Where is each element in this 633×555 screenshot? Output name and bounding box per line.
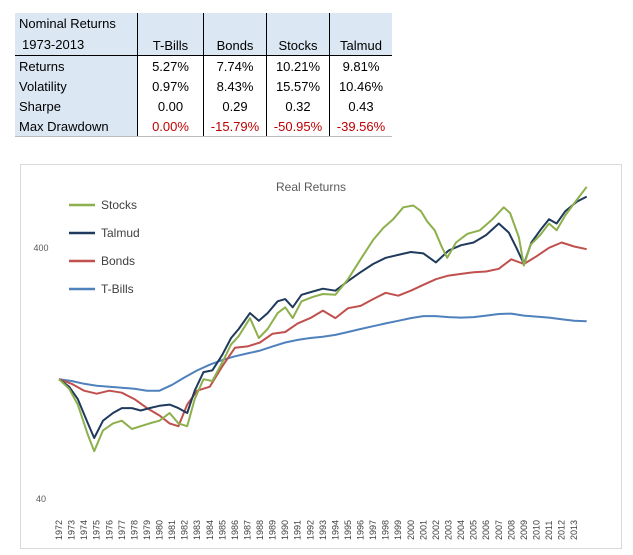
- series-line-bonds: [58, 241, 587, 428]
- cell-value-negative: 0.00%: [137, 116, 204, 137]
- legend-label-t-bills: T-Bills: [101, 282, 134, 296]
- table-corner-line1: Nominal Returns: [19, 16, 116, 31]
- x-tick-label: 2009: [519, 520, 529, 540]
- legend-label-stocks: Stocks: [101, 198, 137, 212]
- x-tick-label: 1995: [343, 520, 353, 540]
- x-tick-label: 1986: [230, 520, 240, 540]
- table-row: Max Drawdown 0.00% -15.79% -50.95% -39.5…: [15, 116, 392, 137]
- cell-value: 5.27%: [137, 55, 204, 76]
- x-tick-label: 1984: [205, 520, 215, 540]
- x-tick-label: 2010: [531, 520, 541, 540]
- column-header-stocks: Stocks: [266, 13, 330, 56]
- x-tick-label: 2002: [431, 520, 441, 540]
- cell-value: 0.29: [203, 96, 267, 116]
- row-label-sharpe: Sharpe: [15, 96, 138, 116]
- cell-value: 0.32: [266, 96, 330, 116]
- x-tick-label: 2012: [557, 520, 567, 540]
- x-tick-label: 2011: [544, 521, 554, 540]
- series-line-t-bills: [58, 312, 587, 392]
- x-tick-label: 1978: [129, 520, 139, 540]
- cell-value: 10.21%: [266, 55, 330, 76]
- x-tick-label: 1985: [217, 520, 227, 540]
- x-tick-label: 1988: [255, 520, 265, 540]
- x-tick-label: 2001: [418, 520, 428, 540]
- column-header-bonds: Bonds: [203, 13, 267, 56]
- cell-value-negative: -15.79%: [203, 116, 267, 137]
- cell-value: 7.74%: [203, 55, 267, 76]
- series-line-stocks: [58, 186, 588, 453]
- x-tick-label: 1972: [54, 520, 64, 540]
- x-tick-label: 2008: [506, 520, 516, 540]
- series-line-talmud: [58, 195, 588, 439]
- y-axis-ticks: 40 400: [33, 243, 48, 504]
- x-tick-label: 2007: [494, 520, 504, 540]
- x-tick-label: 1991: [293, 520, 303, 540]
- cell-value-negative: -39.56%: [329, 116, 392, 137]
- x-tick-label: 1977: [117, 520, 127, 540]
- table-corner-line2: 1973-2013: [22, 37, 85, 52]
- table-row: Volatility 0.97% 8.43% 15.57% 10.46%: [15, 76, 392, 96]
- x-tick-label: 2003: [444, 520, 454, 540]
- legend-label-talmud: Talmud: [101, 226, 140, 240]
- table-row: Returns 5.27% 7.74% 10.21% 9.81%: [15, 55, 392, 76]
- cell-value: 0.97%: [137, 76, 204, 96]
- chart-title: Real Returns: [276, 180, 346, 194]
- row-label-max-drawdown: Max Drawdown: [15, 116, 138, 137]
- cell-value: 0.43: [329, 96, 392, 116]
- x-tick-label: 1998: [381, 520, 391, 540]
- x-tick-label: 1983: [192, 520, 202, 540]
- x-tick-label: 1981: [167, 520, 177, 540]
- cell-value: 0.00: [137, 96, 204, 116]
- x-tick-label: 1976: [104, 520, 114, 540]
- cell-value: 8.43%: [203, 76, 267, 96]
- x-tick-label: 1997: [368, 520, 378, 540]
- stats-table: Nominal Returns 1973-2013 T-Bills Bonds …: [15, 13, 392, 137]
- column-header-talmud: Talmud: [329, 13, 392, 56]
- x-tick-label: 1993: [318, 520, 328, 540]
- chart-legend: Stocks Talmud Bonds T-Bills: [69, 198, 140, 296]
- x-tick-label: 1990: [280, 520, 290, 540]
- series-lines: [58, 186, 588, 453]
- x-tick-label: 2005: [469, 520, 479, 540]
- table-corner-header: Nominal Returns 1973-2013: [15, 13, 138, 56]
- x-tick-label: 1999: [393, 520, 403, 540]
- cell-value: 9.81%: [329, 55, 392, 76]
- x-tick-label: 1980: [155, 520, 165, 540]
- y-tick-label: 40: [36, 494, 46, 504]
- x-tick-label: 1982: [180, 520, 190, 540]
- chart-container: Real Returns Stocks Talmud Bonds T-Bills 40…: [20, 164, 622, 549]
- x-tick-label: 1975: [92, 520, 102, 540]
- legend-label-bonds: Bonds: [101, 254, 135, 268]
- x-tick-label: 2006: [481, 520, 491, 540]
- y-tick-label: 400: [33, 243, 48, 253]
- x-tick-label: 1994: [330, 520, 340, 540]
- table-row: Sharpe 0.00 0.29 0.32 0.43: [15, 96, 392, 116]
- x-axis-ticks: 1972 1973 1974 1975 1976 1977 1978 1979 1980 1981…: [54, 520, 579, 540]
- cell-value-negative: -50.95%: [266, 116, 330, 137]
- x-tick-label: 1996: [356, 520, 366, 540]
- x-tick-label: 1992: [305, 520, 315, 540]
- x-tick-label: 1989: [268, 520, 278, 540]
- column-header-tbills: T-Bills: [137, 13, 204, 56]
- cell-value: 10.46%: [329, 76, 392, 96]
- x-tick-label: 1973: [67, 520, 77, 540]
- row-label-returns: Returns: [15, 55, 138, 76]
- real-returns-chart: Real Returns Stocks Talmud Bonds T-Bills 40…: [33, 180, 588, 540]
- x-tick-label: 1979: [142, 520, 152, 540]
- row-label-volatility: Volatility: [15, 76, 138, 96]
- cell-value: 15.57%: [266, 76, 330, 96]
- x-tick-label: 2000: [406, 520, 416, 540]
- x-tick-label: 2013: [569, 520, 579, 540]
- x-tick-label: 1987: [242, 520, 252, 540]
- x-tick-label: 1974: [79, 520, 89, 540]
- x-tick-label: 2004: [456, 520, 466, 540]
